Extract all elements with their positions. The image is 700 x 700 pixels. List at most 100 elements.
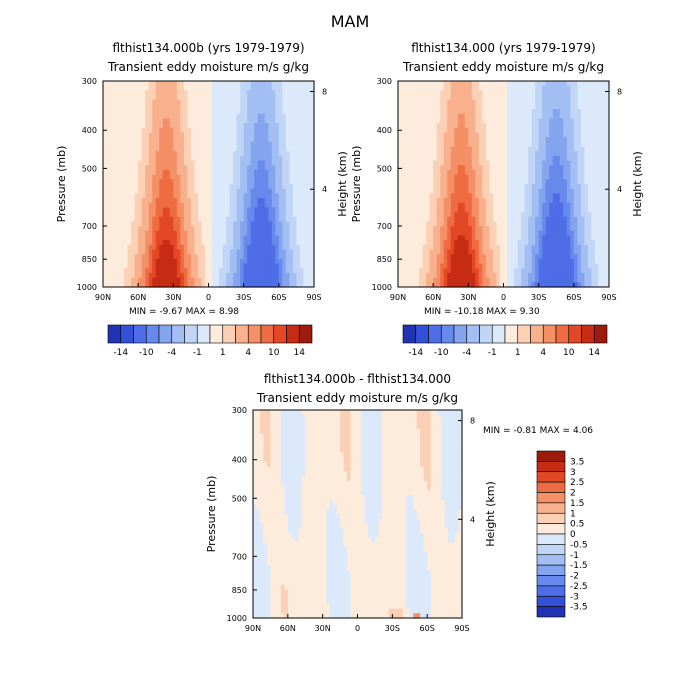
- contour-cell: [457, 155, 462, 162]
- contour-cell: [436, 99, 441, 106]
- contour-cell: [215, 95, 220, 101]
- contour-cell: [559, 179, 564, 185]
- contour-cell: [271, 193, 276, 199]
- contour-cell: [457, 169, 462, 176]
- contour-cell: [468, 184, 473, 190]
- contour-cell: [440, 221, 445, 227]
- contour-cell: [240, 118, 245, 124]
- contour-cell: [517, 193, 522, 199]
- contour-cell: [443, 132, 448, 138]
- contour-cell: [296, 282, 301, 288]
- contour-cell: [226, 81, 231, 87]
- contour-cell: [443, 160, 448, 166]
- contour-cell: [426, 244, 431, 251]
- contour-cell: [110, 137, 115, 143]
- contour-cell: [566, 198, 571, 204]
- contour-cell: [538, 240, 543, 246]
- contour-cell: [499, 212, 505, 218]
- contour-cell: [549, 151, 554, 157]
- contour-cell: [489, 193, 494, 199]
- contour-cell: [226, 155, 231, 162]
- contour-cell: [183, 104, 188, 110]
- contour-cell: [117, 268, 122, 274]
- contour-cell: [250, 90, 255, 96]
- contour-cell: [461, 132, 466, 138]
- contour-cell: [148, 212, 153, 218]
- contour-cell: [289, 240, 294, 246]
- contour-cell: [584, 118, 589, 124]
- contour-cell: [422, 85, 427, 91]
- contour-cell: [433, 99, 438, 106]
- contour-cell: [531, 198, 536, 204]
- contour-cell: [566, 95, 571, 101]
- contour-cell: [306, 193, 312, 199]
- contour-cell: [110, 282, 115, 288]
- contour-cell: [275, 263, 280, 269]
- contour-cell: [573, 95, 578, 101]
- contour-cell: [401, 249, 406, 255]
- contour-cell: [212, 113, 217, 120]
- contour-cell: [447, 146, 452, 152]
- contour-cell: [275, 169, 280, 176]
- contour-cell: [152, 184, 157, 190]
- contour-cell: [292, 123, 298, 129]
- contour-cell: [289, 81, 294, 87]
- contour-cell: [436, 95, 441, 101]
- contour-cell: [289, 90, 294, 96]
- contour-cell: [131, 263, 136, 269]
- contour-cell: [226, 258, 231, 265]
- contour-cell: [587, 244, 593, 251]
- contour-cell: [103, 244, 108, 251]
- contour-cell: [538, 104, 543, 110]
- contour-cell: [499, 193, 505, 199]
- contour-cell: [120, 188, 125, 194]
- contour-cell: [127, 282, 132, 288]
- contour-cell: [454, 123, 459, 129]
- contour-cell: [468, 207, 473, 213]
- contour-cell: [250, 165, 255, 171]
- contour-cell: [545, 207, 550, 213]
- contour-cell: [303, 277, 308, 283]
- contour-cell: [275, 160, 280, 166]
- contour-cell: [454, 104, 459, 110]
- contour-cell: [141, 272, 146, 279]
- contour-cell: [552, 132, 557, 138]
- contour-cell: [148, 207, 153, 213]
- contour-cell: [422, 155, 427, 162]
- contour-cell: [138, 113, 143, 120]
- contour-cell: [233, 174, 238, 180]
- contour-cell: [292, 272, 298, 279]
- contour-cell: [169, 155, 174, 162]
- contour-cell: [183, 151, 188, 157]
- contour-cell: [152, 169, 157, 176]
- contour-cell: [563, 207, 568, 213]
- contour-cell: [570, 85, 575, 91]
- contour-cell: [398, 109, 403, 115]
- contour-cell: [173, 141, 178, 148]
- contour-cell: [398, 202, 403, 209]
- contour-cell: [485, 207, 491, 213]
- contour-cell: [215, 277, 220, 283]
- contour-cell: [285, 282, 290, 288]
- contour-cell: [240, 272, 245, 279]
- contour-cell: [584, 230, 589, 237]
- contour-cell: [577, 198, 582, 204]
- contour-cell: [570, 188, 575, 194]
- contour-cell: [152, 193, 157, 199]
- contour-cell: [204, 90, 210, 96]
- contour-cell: [138, 165, 143, 171]
- contour-cell: [535, 104, 540, 110]
- contour-cell: [461, 254, 466, 260]
- contour-cell: [556, 174, 561, 180]
- contour-cell: [594, 184, 600, 190]
- contour-cell: [240, 188, 245, 194]
- contour-cell: [507, 184, 512, 190]
- contour-cell: [250, 109, 255, 115]
- contour-cell: [489, 221, 494, 227]
- contour-cell: [461, 155, 466, 162]
- contour-cell: [545, 254, 550, 260]
- contour-cell: [208, 155, 213, 162]
- contour-cell: [408, 212, 413, 218]
- contour-cell: [282, 151, 287, 157]
- contour-cell: [591, 226, 596, 232]
